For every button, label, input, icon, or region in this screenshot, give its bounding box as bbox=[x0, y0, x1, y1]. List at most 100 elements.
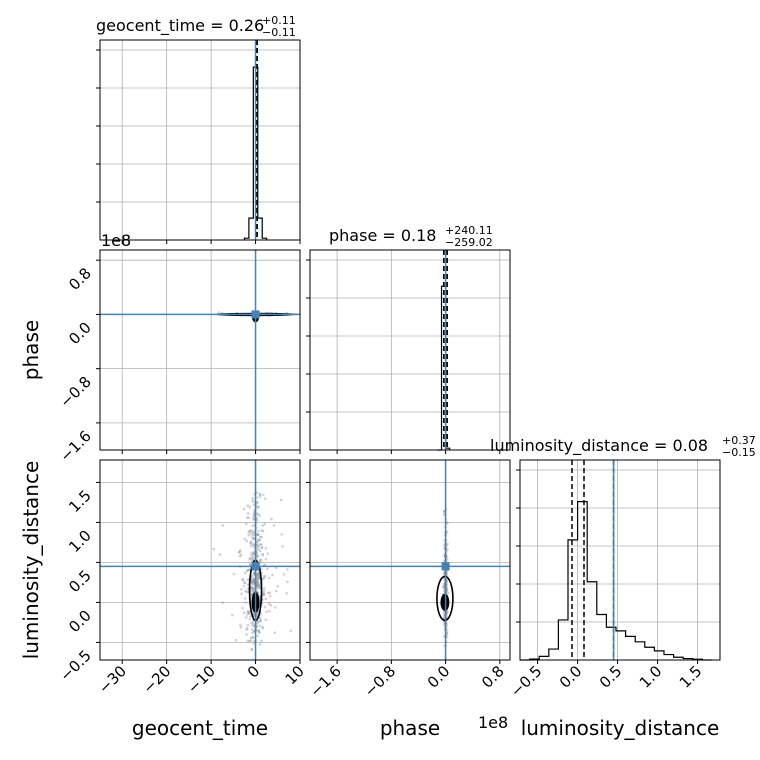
sample-point bbox=[262, 587, 266, 590]
sample-point bbox=[258, 535, 262, 539]
sample-point bbox=[257, 619, 260, 623]
x-tick-label-luminosity-distance: 1.5 bbox=[676, 662, 706, 692]
y-tick-label-phase: −0.8 bbox=[56, 373, 94, 411]
panel-phase-vs-geocent-time bbox=[100, 250, 326, 450]
sample-point bbox=[256, 621, 260, 624]
sample-point bbox=[442, 585, 446, 588]
sample-point bbox=[252, 614, 256, 617]
sample-point bbox=[245, 613, 249, 616]
sample-point bbox=[256, 583, 260, 586]
sample-point bbox=[246, 624, 250, 627]
x-tick-label-phase: 0.0 bbox=[424, 662, 454, 692]
sample-point bbox=[261, 529, 265, 533]
sample-point bbox=[271, 573, 274, 577]
sample-point bbox=[249, 639, 253, 642]
sample-point bbox=[262, 589, 266, 593]
sample-point bbox=[265, 610, 268, 614]
sample-point bbox=[247, 516, 250, 520]
sample-point bbox=[249, 532, 253, 536]
sample-point bbox=[251, 579, 254, 583]
sample-point bbox=[251, 581, 255, 585]
sample-point bbox=[251, 574, 254, 578]
sample-point bbox=[247, 568, 251, 571]
sample-point bbox=[249, 540, 253, 543]
sample-point bbox=[257, 573, 261, 577]
sample-point bbox=[264, 557, 268, 561]
sample-point bbox=[446, 521, 449, 525]
sample-point bbox=[237, 550, 241, 554]
sample-point bbox=[442, 583, 446, 586]
sample-point bbox=[262, 577, 265, 580]
sample-point bbox=[251, 555, 255, 559]
sample-point bbox=[256, 532, 260, 536]
title-luminosity-distance-plus: +0.37 bbox=[722, 434, 756, 447]
sample-point bbox=[250, 585, 253, 589]
title-geocent-time: geocent_time = 0.26 bbox=[96, 16, 264, 36]
y-axis-label-luminosity-distance: luminosity_distance bbox=[19, 461, 43, 660]
sample-point bbox=[246, 578, 250, 582]
sample-point bbox=[255, 572, 259, 575]
sample-point bbox=[246, 512, 250, 515]
sample-point bbox=[246, 569, 250, 572]
sample-point bbox=[252, 537, 256, 540]
sample-point bbox=[257, 505, 261, 508]
sample-point bbox=[251, 587, 255, 590]
sample-point bbox=[247, 533, 251, 537]
sample-point bbox=[266, 552, 270, 555]
title-phase: phase = 0.18 bbox=[329, 226, 436, 245]
sample-point bbox=[252, 552, 255, 556]
x-tick-label-phase: −1.6 bbox=[306, 662, 344, 700]
sample-point bbox=[252, 586, 256, 590]
sample-point bbox=[257, 545, 260, 549]
sample-point bbox=[257, 572, 261, 576]
sample-point bbox=[248, 529, 251, 533]
sample-point bbox=[262, 563, 266, 566]
sample-point bbox=[245, 633, 248, 636]
frames-layer bbox=[99, 39, 721, 661]
sample-point bbox=[256, 634, 259, 638]
sample-point bbox=[243, 581, 247, 585]
sample-point bbox=[268, 609, 271, 613]
sample-point bbox=[260, 529, 264, 532]
sample-point bbox=[249, 636, 253, 640]
sample-point bbox=[261, 625, 264, 629]
title-phase-plus: +240.11 bbox=[445, 224, 493, 237]
sample-point bbox=[262, 493, 265, 497]
sample-point bbox=[247, 531, 250, 534]
sample-point bbox=[248, 557, 251, 561]
frame-luminosity-distance-vs-geocent-time bbox=[99, 459, 301, 661]
sample-point bbox=[259, 619, 262, 622]
x-tick-label-geocent-time: −10 bbox=[184, 662, 219, 697]
sample-point bbox=[249, 544, 253, 548]
sample-point bbox=[445, 558, 449, 561]
sample-point bbox=[255, 555, 259, 559]
sample-point bbox=[256, 506, 259, 509]
sample-point bbox=[246, 516, 249, 519]
sample-point bbox=[272, 524, 276, 527]
sample-point bbox=[262, 593, 266, 596]
title-luminosity-distance-minus: −0.15 bbox=[722, 446, 756, 459]
sample-point bbox=[252, 514, 256, 518]
sample-point bbox=[251, 533, 255, 537]
y-tick-label-luminosity-distance: 0.5 bbox=[65, 567, 95, 597]
sample-point bbox=[241, 577, 244, 581]
title-phase-minus: −259.02 bbox=[445, 236, 493, 249]
sample-point bbox=[281, 545, 284, 548]
sample-point bbox=[445, 587, 449, 590]
sample-point bbox=[252, 503, 256, 507]
sample-point bbox=[323, 313, 326, 316]
frame-phase-vs-phase bbox=[309, 249, 511, 451]
sample-point bbox=[245, 569, 249, 572]
sample-point bbox=[256, 584, 259, 588]
sample-point bbox=[258, 586, 261, 589]
sample-point bbox=[256, 577, 260, 580]
x-tick-label-phase: 0.8 bbox=[478, 662, 508, 692]
sample-point bbox=[274, 606, 277, 609]
offset-label-phase-x: 1e8 bbox=[478, 713, 508, 732]
sample-point bbox=[256, 540, 259, 544]
sample-point bbox=[241, 578, 245, 582]
sample-point bbox=[256, 538, 260, 542]
sample-point bbox=[442, 610, 446, 614]
y-tick-label-luminosity-distance: −0.5 bbox=[56, 647, 94, 685]
